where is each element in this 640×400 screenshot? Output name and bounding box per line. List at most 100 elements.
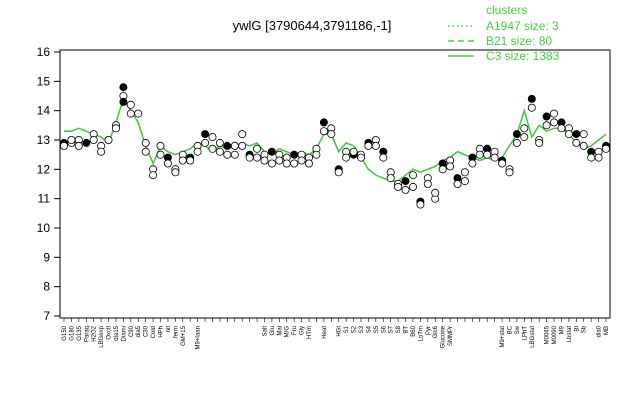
- data-point: [520, 133, 529, 142]
- x-tick-label: dia15: [114, 325, 120, 340]
- y-tick-label: 15: [37, 74, 51, 88]
- x-tick-label: Paraq: [84, 326, 90, 342]
- data-point: [408, 182, 417, 191]
- data-point: [126, 100, 135, 109]
- x-tick-label: LBGexp: [99, 325, 105, 347]
- data-point: [223, 150, 232, 159]
- data-point: [119, 97, 128, 106]
- x-tick-label: nit: [166, 326, 172, 333]
- data-point: [267, 159, 276, 168]
- data-point: [304, 159, 313, 168]
- data-point: [364, 141, 373, 150]
- legend-entry-label: C3 size: 1383: [486, 49, 560, 63]
- x-tick-label: S1: [344, 325, 350, 333]
- x-tick-label: Sw: [515, 325, 521, 334]
- x-tick-label: BT: [404, 326, 410, 334]
- data-point: [416, 200, 425, 209]
- x-tick-label: Cold: [151, 326, 157, 338]
- x-tick-label: M0090: [552, 325, 558, 344]
- data-point: [60, 141, 69, 150]
- data-point: [208, 133, 217, 142]
- data-point: [112, 124, 121, 133]
- data-point: [572, 130, 581, 139]
- data-point: [564, 130, 573, 139]
- data-point: [527, 94, 536, 103]
- y-tick-label: 12: [37, 162, 51, 176]
- x-tick-label: LPhT: [522, 326, 528, 341]
- y-tick-label: 9: [43, 250, 50, 264]
- x-tick-label: Fru: [292, 326, 298, 335]
- legend-title: clusters: [486, 3, 527, 17]
- data-point: [238, 130, 247, 139]
- data-point: [290, 159, 299, 168]
- data-point: [67, 135, 76, 144]
- data-point: [579, 141, 588, 150]
- data-point: [126, 109, 135, 118]
- data-point: [319, 118, 328, 127]
- data-point: [223, 141, 232, 150]
- data-point: [252, 153, 261, 162]
- x-tick-label: Gly: [300, 326, 306, 335]
- y-tick-label: 16: [37, 45, 51, 59]
- data-point: [82, 138, 91, 147]
- data-point: [260, 156, 269, 165]
- x-tick-label: C30: [144, 325, 150, 337]
- data-point: [104, 135, 113, 144]
- data-point: [178, 156, 187, 165]
- data-point: [446, 162, 455, 171]
- legend-entry-label: A1947 size: 3: [486, 19, 559, 33]
- y-tick-label: 10: [37, 221, 51, 235]
- data-point: [119, 83, 128, 92]
- data-point: [408, 171, 417, 180]
- x-tick-label: Glu: [270, 326, 276, 335]
- data-point: [215, 138, 224, 147]
- x-tick-label: HTm: [307, 326, 313, 339]
- data-point: [97, 147, 106, 156]
- data-point: [290, 150, 299, 159]
- data-point: [490, 153, 499, 162]
- data-point: [349, 147, 358, 156]
- y-tick-label: 11: [38, 192, 51, 206]
- data-point: [542, 112, 551, 121]
- x-tick-label: Diami: [121, 326, 127, 341]
- x-tick-label: M9+stat: [500, 326, 506, 348]
- plot-frame: [59, 49, 611, 319]
- data-point: [371, 141, 380, 150]
- data-point: [319, 127, 328, 136]
- data-point: [141, 138, 150, 147]
- data-point: [215, 147, 224, 156]
- data-point: [423, 179, 432, 188]
- data-point: [171, 168, 180, 177]
- y-tick-label: 14: [37, 104, 51, 118]
- x-tick-label: GM+15: [181, 325, 187, 346]
- x-tick-label: S6: [381, 325, 387, 333]
- plot-box: [59, 49, 611, 319]
- x-tick-label: SMMPr: [448, 326, 454, 346]
- x-tick-label: M9: [559, 325, 565, 334]
- data-point: [282, 159, 291, 168]
- x-tick-label: H2O2: [92, 325, 98, 341]
- y-tick-label: 7: [43, 309, 50, 323]
- data-point: [334, 168, 343, 177]
- data-point: [483, 150, 492, 159]
- x-tick-label: HGt: [337, 326, 343, 337]
- x-tick-label: dia5: [136, 325, 142, 337]
- x-tick-label: LBGstat: [530, 326, 536, 348]
- data-point: [460, 177, 469, 186]
- data-point: [512, 130, 521, 139]
- x-tick-label: dia0: [597, 325, 603, 337]
- x-tick-label: S8: [396, 325, 402, 333]
- data-point: [401, 177, 410, 186]
- data-point: [460, 168, 469, 177]
- data-point: [572, 138, 581, 147]
- data-point: [505, 168, 514, 177]
- x-tick-label: S4: [366, 325, 372, 333]
- x-tick-label: LoTm: [418, 326, 424, 341]
- data-point: [468, 159, 477, 168]
- x-axis: G150 G180 G135 Paraq H2O2 LBGexp Oxctl dia15 Dia…: [62, 318, 610, 350]
- y-tick-label: 8: [43, 280, 50, 294]
- x-tick-label: Heat: [322, 326, 328, 339]
- data-point: [312, 150, 321, 159]
- data-point: [379, 153, 388, 162]
